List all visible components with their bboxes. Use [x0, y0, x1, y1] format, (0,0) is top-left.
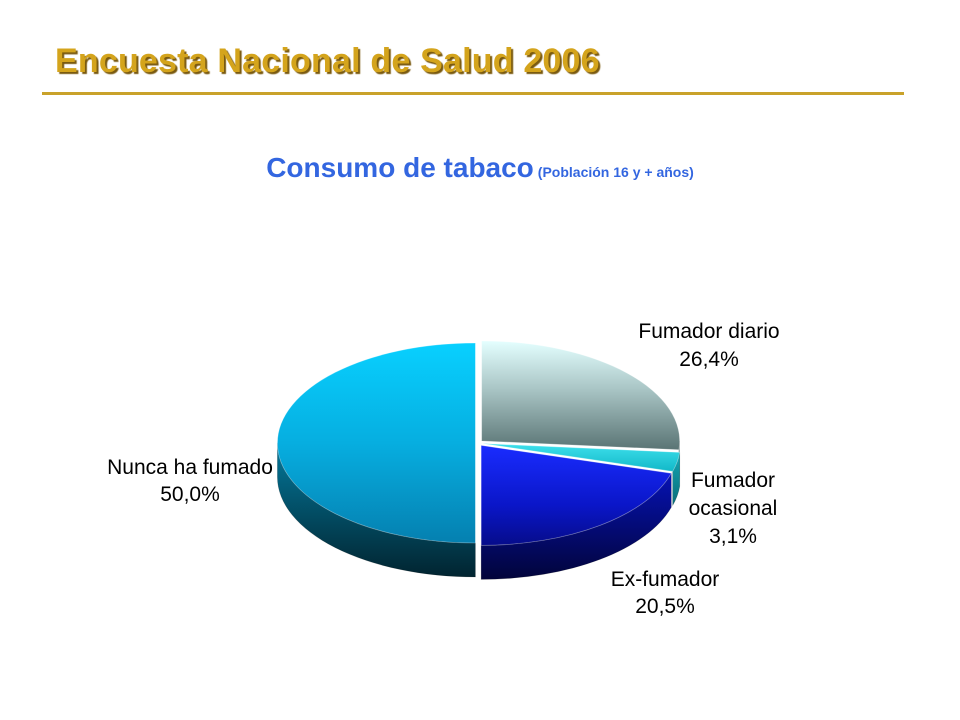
chart-title-main: Consumo de tabaco [266, 152, 534, 183]
pie-slice-fumador-diario [481, 340, 680, 451]
slice-value-fumador-diario: 26,4% [679, 348, 739, 371]
slice-label-fumador-diario: Fumador diario [638, 320, 779, 343]
pie-labels: Fumador diario 26,4% Fumador ocasional 3… [107, 320, 780, 618]
chart-title: Consumo de tabaco (Población 16 y + años) [0, 152, 960, 184]
pie-slice-nunca-ha-fumado [277, 342, 476, 544]
slice-label-fumador-ocasional-line1: Fumador [691, 469, 775, 492]
pie-slices [277, 340, 681, 546]
page-title: Encuesta Nacional de Salud 2006 [55, 42, 600, 80]
chart-subtitle: (Población 16 y + años) [537, 164, 694, 180]
pie-slice-fumador-ocasional [482, 443, 681, 472]
slice-label-fumador-ocasional-line2: ocasional [689, 497, 778, 520]
slice-value-nunca-ha-fumado: 50,0% [160, 483, 220, 506]
slice-label-ex-fumador: Ex-fumador [611, 568, 720, 591]
slice-value-ex-fumador: 20,5% [635, 595, 695, 618]
title-underline [42, 92, 904, 95]
slice-value-fumador-ocasional: 3,1% [709, 525, 757, 548]
slice-label-nunca-ha-fumado: Nunca ha fumado [107, 456, 273, 479]
pie-slice-ex-fumador [480, 444, 672, 546]
